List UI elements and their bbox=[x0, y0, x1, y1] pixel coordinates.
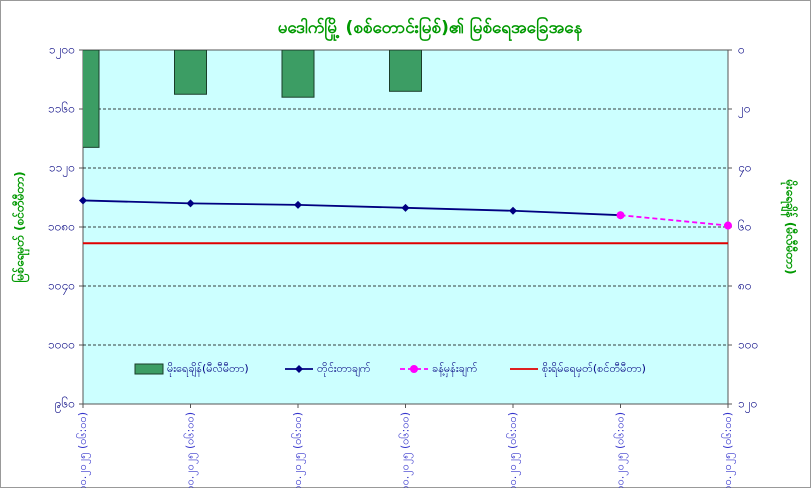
y2-tick-label: ၀ bbox=[738, 43, 745, 57]
y2-tick-label: ၄၀ bbox=[738, 161, 752, 178]
marker bbox=[186, 199, 195, 208]
marker bbox=[509, 206, 517, 215]
y2-tick-label: ၁၀၀ bbox=[738, 338, 758, 352]
y2-tick-label: ၂၀ bbox=[738, 102, 751, 119]
y2-tick-label: ၈၀ bbox=[738, 279, 752, 293]
marker bbox=[724, 221, 732, 230]
legend-marker bbox=[295, 365, 303, 373]
bar bbox=[174, 50, 207, 95]
marker bbox=[294, 200, 302, 209]
line bbox=[620, 214, 728, 227]
legend-label: တိုင်းတာချက် bbox=[317, 362, 371, 377]
x-tick-label: ၃၀.၁၀.၂၀၂၅ (၀၆:၀၀) bbox=[721, 412, 736, 488]
y-tick-label: ၁၀၀၀ bbox=[48, 338, 75, 352]
marker bbox=[616, 211, 625, 220]
chart-title: မဒေါက်မြို့ (စစ်တောင်းမြစ်)၏ မြစ်ရေအခြေအ… bbox=[278, 15, 583, 42]
legend-label: ခန့်မှန်းချက် bbox=[432, 362, 478, 377]
bar bbox=[281, 50, 315, 98]
bar bbox=[389, 50, 422, 92]
plot-clip bbox=[83, 50, 728, 227]
marker bbox=[79, 196, 87, 205]
legend-label: စိုးရိမ်ရေမှတ်(စင်တီမီတာ) bbox=[542, 362, 646, 377]
y-tick-label: ၁၀၈၀ bbox=[48, 220, 75, 234]
x-tick-label: ၂၇.၁၀.၂၀၂၅ (၀၆:၀၀) bbox=[399, 412, 414, 488]
y-axis-label: မြစ်ရေမှတ် (စင်တီမီတာ) bbox=[10, 171, 31, 282]
legend-marker bbox=[410, 365, 418, 373]
y2-axis-label: မိုးရေချိန် (မီလီမီတာ) bbox=[780, 179, 800, 275]
legend-swatch bbox=[134, 363, 164, 375]
y-tick-label: ၁၁၆၀ bbox=[48, 101, 75, 116]
line bbox=[83, 199, 621, 217]
x-tick-label: ၂၄.၁၀.၂၀၂၅ (၀၆:၀၀) bbox=[76, 412, 91, 488]
x-tick-label: ၂၆.၁၀.၂၀၂၅ (၀၆:၀၀) bbox=[291, 412, 306, 488]
y-tick-label: ၁၁၂၀ bbox=[49, 161, 75, 178]
x-tick-label: ၂၈.၁၀.၂၀၂၅ (၀၆:၀၀) bbox=[506, 412, 521, 488]
y2-tick-label: ၆၀ bbox=[738, 219, 752, 234]
x-tick-label: ၂၅.၁၀.၂၀၂၅ (၀၆:၀၀) bbox=[184, 412, 199, 488]
legend-label: မိုးရေချိန်(မီလီမီတာ) bbox=[167, 362, 249, 377]
x-tick-label: ၂၉.၁၀.၂၀၂၅ (၀၆:၀၀) bbox=[614, 412, 629, 488]
marker bbox=[401, 203, 410, 212]
y2-tick-label: ၁၂၀ bbox=[738, 397, 757, 414]
y-tick-label: ၁၀၄၀ bbox=[48, 279, 75, 296]
y-tick-label: ၁၂၀၀ bbox=[49, 43, 75, 60]
bar bbox=[83, 50, 100, 148]
y-tick-label: ၉၆၀ bbox=[55, 396, 75, 414]
